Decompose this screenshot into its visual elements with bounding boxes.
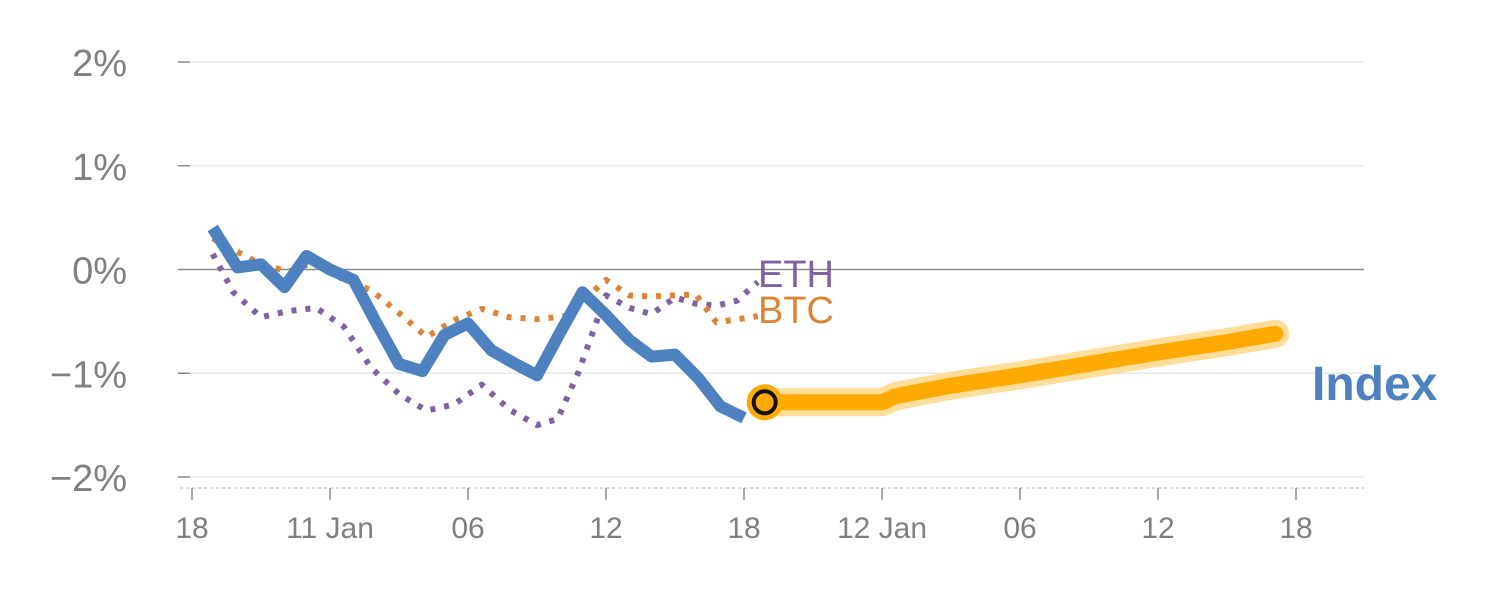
series-label-btc: BTC bbox=[758, 290, 834, 332]
series-lines bbox=[207, 224, 1290, 429]
x-tick-label: 12 bbox=[589, 512, 622, 545]
series-forecast-line bbox=[756, 325, 1284, 411]
x-axis: 18 11 Jan 06 12 18 12 Jan 06 12 18 bbox=[175, 487, 1364, 545]
series-eth-line bbox=[210, 252, 760, 429]
y-tick-label: 2% bbox=[72, 43, 127, 85]
series-label-index: Index bbox=[1312, 358, 1438, 411]
series-btc-line bbox=[211, 235, 759, 340]
y-tick-label: 0% bbox=[72, 251, 127, 293]
x-tick-label: 12 Jan bbox=[837, 512, 927, 545]
x-tick-label: 06 bbox=[1003, 512, 1036, 545]
y-tick-label: 1% bbox=[72, 147, 127, 189]
x-tick-label: 18 bbox=[727, 512, 760, 545]
current-point-marker bbox=[746, 384, 783, 421]
marker-inner-dot bbox=[751, 389, 778, 416]
y-tick-label: −1% bbox=[50, 354, 127, 396]
x-tick-label: 18 bbox=[175, 512, 208, 545]
y-axis: 2% 1% 0% −1% −2% bbox=[50, 43, 190, 500]
series-label-eth: ETH bbox=[758, 254, 834, 296]
x-tick-label: 12 bbox=[1141, 512, 1174, 545]
x-tick-label: 11 Jan bbox=[286, 512, 374, 545]
x-tick-label: 06 bbox=[451, 512, 484, 545]
series-index-line bbox=[207, 224, 747, 424]
y-tick-label: −2% bbox=[50, 458, 127, 500]
x-tick-label: 18 bbox=[1279, 512, 1312, 545]
grid-lines bbox=[190, 61, 1364, 478]
